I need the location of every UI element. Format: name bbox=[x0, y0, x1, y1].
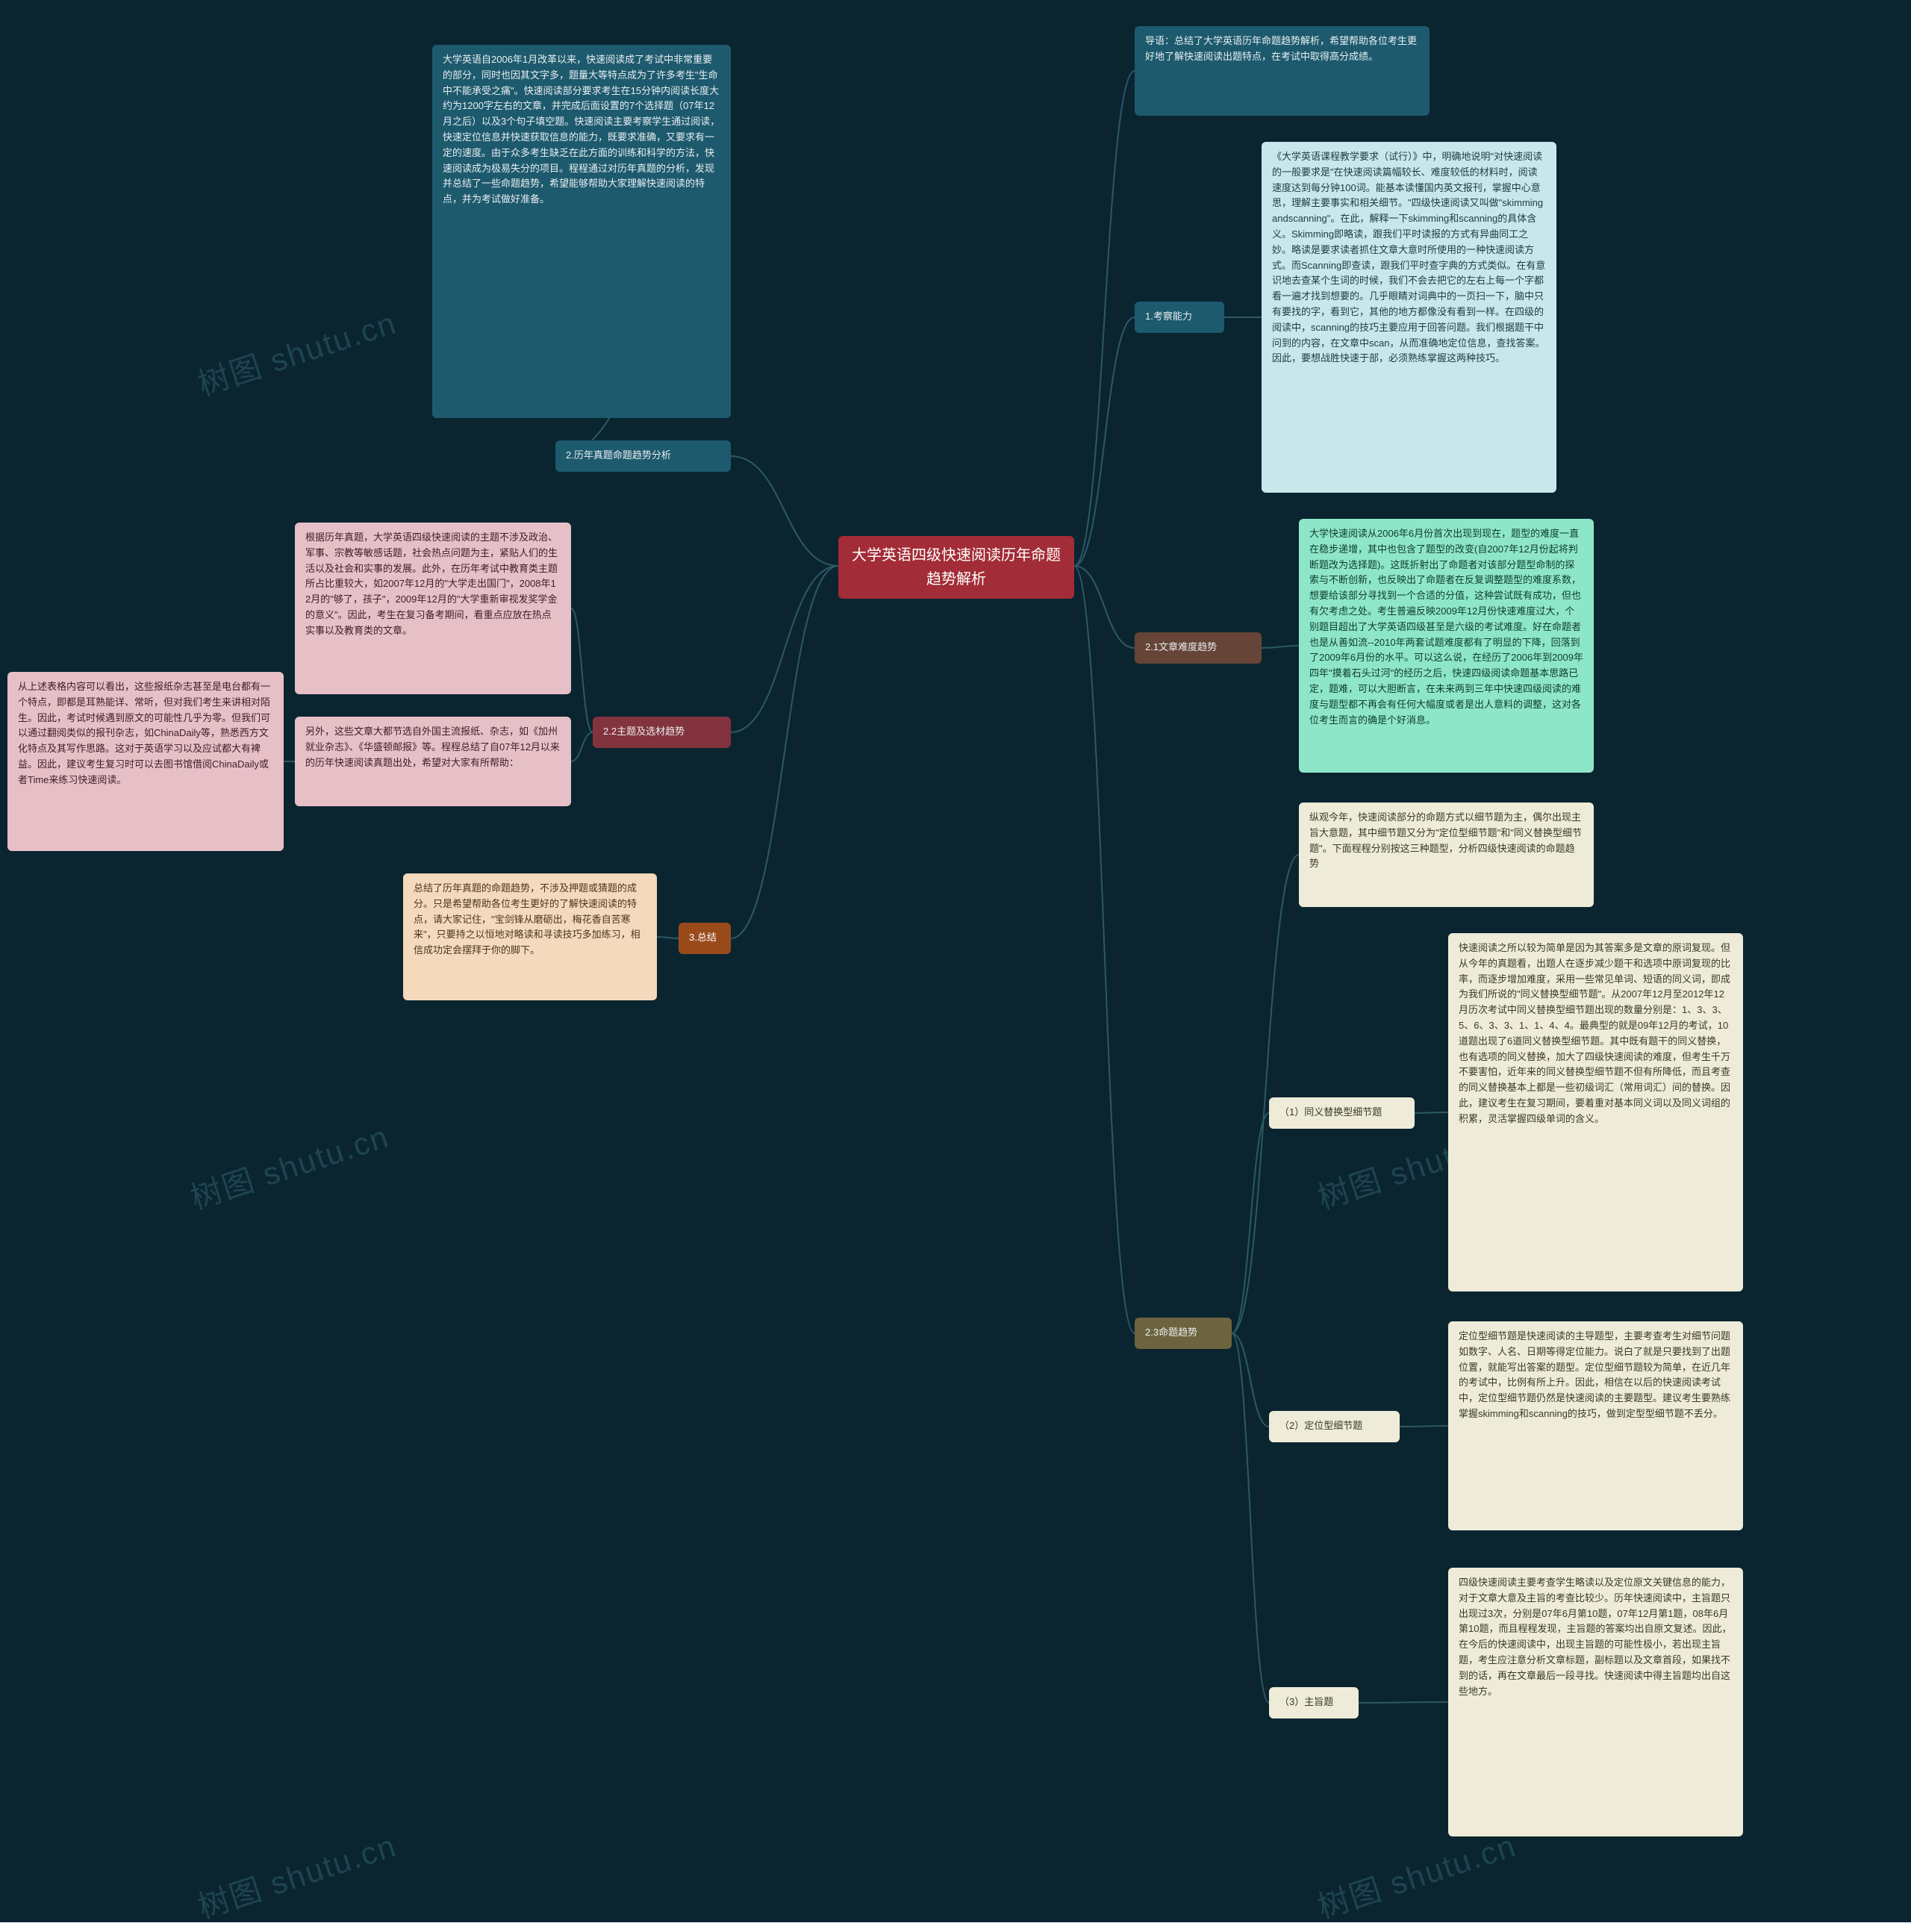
edge bbox=[1232, 1113, 1269, 1333]
node-s3: 3.总结 bbox=[679, 923, 731, 954]
edge bbox=[1262, 646, 1299, 648]
watermark: 树图 shutu.cn bbox=[184, 1112, 396, 1223]
watermark: 树图 shutu.cn bbox=[1311, 1821, 1523, 1932]
edge bbox=[657, 937, 679, 938]
node-s23-c-body: 四级快速阅读主要考查学生略读以及定位原文关键信息的能力，对于文章大意及主旨的考查… bbox=[1448, 1568, 1743, 1836]
node-s2: 2.历年真题命题趋势分析 bbox=[555, 440, 731, 472]
node-s23-top: 纵观今年，快速阅读部分的命题方式以细节题为主，偶尔出现主旨大意题，其中细节题又分… bbox=[1299, 803, 1594, 907]
mindmap-canvas: 树图 shutu.cn树图 shutu.cn树图 shutu.cn树图 shut… bbox=[0, 0, 1911, 1922]
edge bbox=[1415, 1112, 1448, 1113]
edge bbox=[1359, 1702, 1448, 1703]
node-s23: 2.3命题趋势 bbox=[1135, 1318, 1232, 1349]
node-s1: 1.考察能力 bbox=[1135, 302, 1224, 333]
node-s23-b-body: 定位型细节题是快速阅读的主导题型，主要考查考生对细节问题如数字、人名、日期等得定… bbox=[1448, 1321, 1743, 1530]
edge bbox=[731, 566, 838, 732]
node-s23-c: （3）主旨题 bbox=[1269, 1687, 1359, 1718]
node-root: 大学英语四级快速阅读历年命题趋势解析 bbox=[838, 536, 1074, 599]
node-s21: 2.1文章难度趋势 bbox=[1135, 632, 1262, 664]
node-s1-body: 《大学英语课程教学要求（试行）》中，明确地说明"对快速阅读的一般要求是"在快速阅… bbox=[1262, 142, 1556, 493]
edge bbox=[1232, 855, 1299, 1333]
node-s2-body: 大学英语自2006年1月改革以来，快速阅读成了考试中非常重要的部分，同时也因其文… bbox=[432, 45, 731, 418]
edge bbox=[571, 732, 593, 761]
edge bbox=[731, 456, 838, 566]
edge bbox=[571, 608, 593, 732]
node-s23-a: （1）同义替换型细节题 bbox=[1269, 1097, 1415, 1129]
node-s23-a-body: 快速阅读之所以较为简单是因为其答案多是文章的原词复现。但从今年的真题看，出题人在… bbox=[1448, 933, 1743, 1291]
watermark: 树图 shutu.cn bbox=[191, 1821, 403, 1932]
node-s22-b: 另外，这些文章大都节选自外国主流报纸、杂志，如《加州就业杂志》、《华盛顿邮报》等… bbox=[295, 717, 571, 806]
node-intro: 导语：总结了大学英语历年命题趋势解析，希望帮助各位考生更好地了解快速阅读出题特点… bbox=[1135, 26, 1430, 116]
edge bbox=[1074, 566, 1135, 1333]
node-s22-a: 根据历年真题，大学英语四级快速阅读的主题不涉及政治、军事、宗教等敏感话题，社会热… bbox=[295, 523, 571, 694]
edge bbox=[1232, 1333, 1269, 1703]
watermark: 树图 shutu.cn bbox=[191, 298, 403, 409]
node-s3-body: 总结了历年真题的命题趋势，不涉及押题或猜题的成分。只是希望帮助各位考生更好的了解… bbox=[403, 873, 657, 1000]
node-s22: 2.2主题及选材趋势 bbox=[593, 717, 731, 748]
edge bbox=[1074, 566, 1135, 648]
node-s23-b: （2）定位型细节题 bbox=[1269, 1411, 1400, 1442]
edge bbox=[1232, 1333, 1269, 1427]
edge bbox=[1074, 71, 1135, 566]
edge bbox=[1074, 317, 1135, 566]
node-s22-b-body: 从上述表格内容可以看出，这些报纸杂志甚至是电台都有一个特点，即都是耳熟能详、常听… bbox=[7, 672, 284, 851]
edge bbox=[1400, 1426, 1448, 1427]
node-s21-body: 大学快速阅读从2006年6月份首次出现到现在，题型的难度一直在稳步递增，其中也包… bbox=[1299, 519, 1594, 773]
edge bbox=[731, 566, 838, 938]
